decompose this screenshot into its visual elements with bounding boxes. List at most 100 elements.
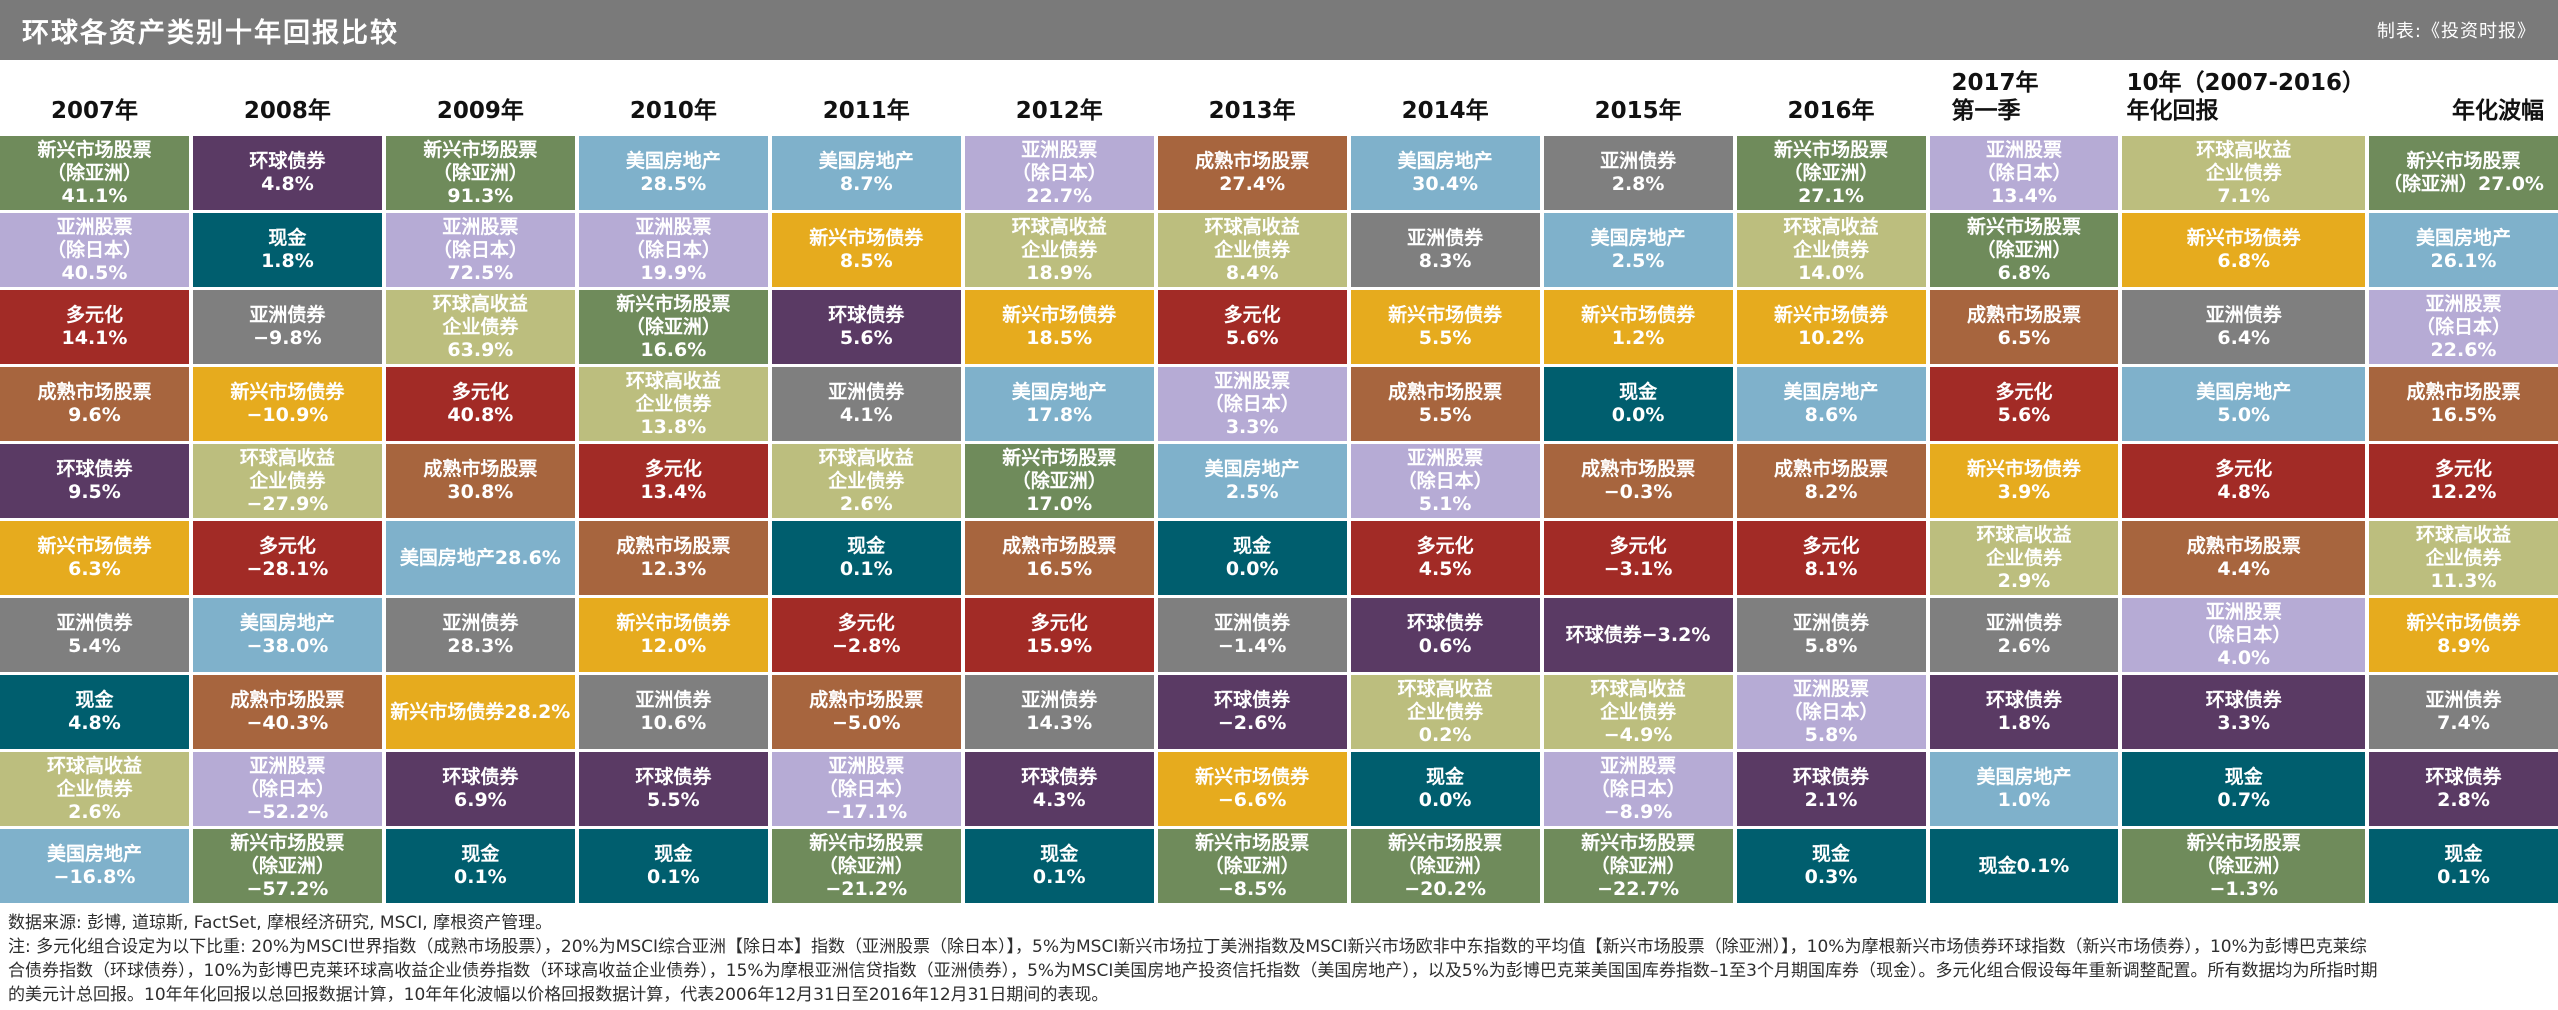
year-column: 2009年 新兴市场股票 （除亚洲） 91.3% 亚洲股票 （除日本） 72.5% 环球高收益… — [385, 60, 575, 903]
asset-cell-dm_equity: 成熟市场股票 −40.3% — [192, 675, 382, 749]
asset-cell-global_bonds: 环球债券 4.3% — [964, 752, 1154, 826]
asset-cell-em_debt: 新兴市场债券 6.8% — [2122, 213, 2366, 287]
asset-cell-em_debt: 新兴市场债券 6.3% — [0, 521, 189, 595]
asset-cell-global_high_yield: 环球高收益 企业债券 2.6% — [771, 444, 961, 518]
asset-cell-asian_bonds: 亚洲债券 14.3% — [964, 675, 1154, 749]
year-column: 年化波幅 新兴市场股票 （除亚洲）27.0% 美国房地产 26.1% 亚洲股票 （除日本） 2… — [2369, 60, 2558, 903]
year-column: 2008年 环球债券 4.8% 现金 1.8% 亚洲债券 −9.8% 新兴市场债券 −10.9%… — [192, 60, 382, 903]
asset-cell-global_bonds: 环球债券 9.5% — [0, 444, 189, 518]
asset-cell-diversified: 多元化 4.8% — [2122, 444, 2366, 518]
asset-cell-global_bonds: 环球债券 2.8% — [2369, 752, 2558, 826]
column-header: 2012年 — [1015, 98, 1103, 124]
year-column: 2007年 新兴市场股票 （除亚洲） 41.1% 亚洲股票 （除日本） 40.5% 多元化 14… — [0, 60, 189, 903]
asset-cell-em_debt: 新兴市场债券28.2% — [385, 675, 575, 749]
asset-cell-us_real_estate: 美国房地产 8.7% — [771, 136, 961, 210]
page-title: 环球各资产类别十年回报比较 — [22, 17, 399, 49]
asset-cell-global_bonds: 环球债券 3.3% — [2122, 675, 2366, 749]
asset-cell-diversified: 多元化 8.1% — [1736, 521, 1926, 595]
asset-cell-us_real_estate: 美国房地产28.6% — [385, 521, 575, 595]
asset-cell-em_equity_ex_asia: 新兴市场股票 （除亚洲） −22.7% — [1543, 829, 1733, 903]
asset-cell-asian_bonds: 亚洲债券 10.6% — [578, 675, 768, 749]
asset-cell-em_equity_ex_asia: 新兴市场股票 （除亚洲） 16.6% — [578, 290, 768, 364]
asset-cell-em_equity_ex_asia: 新兴市场股票 （除亚洲） 41.1% — [0, 136, 189, 210]
asset-cell-asian_bonds: 亚洲债券 6.4% — [2122, 290, 2366, 364]
column-header: 2009年 — [436, 98, 524, 124]
year-column: 2017年 第一季 亚洲股票 （除日本） 13.4% 新兴市场股票 （除亚洲） 6.8% 成熟市… — [1929, 60, 2119, 903]
asset-cell-asian_bonds: 亚洲债券 4.1% — [771, 367, 961, 441]
asset-cell-us_real_estate: 美国房地产 −38.0% — [192, 598, 382, 672]
asset-cell-dm_equity: 成熟市场股票 16.5% — [2369, 367, 2558, 441]
asset-cell-us_real_estate: 美国房地产 28.5% — [578, 136, 768, 210]
asset-cell-global_high_yield: 环球高收益 企业债券 18.9% — [964, 213, 1154, 287]
asset-cell-global_high_yield: 环球高收益 企业债券 −4.9% — [1543, 675, 1733, 749]
asset-cell-diversified: 多元化 4.5% — [1350, 521, 1540, 595]
asset-cell-em_debt: 新兴市场债券 3.9% — [1929, 444, 2119, 518]
asset-cell-cash: 现金 0.7% — [2122, 752, 2366, 826]
asset-cell-global_bonds: 环球债券−3.2% — [1543, 598, 1733, 672]
year-column: 2012年 亚洲股票 （除日本） 22.7% 环球高收益 企业债券 18.9% 新兴市场债券 1… — [964, 60, 1154, 903]
asset-cell-cash: 现金 0.3% — [1736, 829, 1926, 903]
footnote-line: 注: 多元化组合设定为以下比重: 20%为MSCI世界指数（成熟市场股票），20… — [8, 937, 2367, 957]
asset-cell-asia_equity_ex_japan: 亚洲股票 （除日本） 5.1% — [1350, 444, 1540, 518]
asset-cell-dm_equity: 成熟市场股票 30.8% — [385, 444, 575, 518]
column-header: 2015年 — [1594, 98, 1682, 124]
asset-cell-global_bonds: 环球债券 −2.6% — [1157, 675, 1347, 749]
column-header: 2007年 — [50, 98, 138, 124]
asset-cell-global_high_yield: 环球高收益 企业债券 13.8% — [578, 367, 768, 441]
column-header: 2017年 第一季 — [1951, 70, 2039, 124]
asset-cell-asia_equity_ex_japan: 亚洲股票 （除日本） 22.6% — [2369, 290, 2558, 364]
asset-cell-asian_bonds: 亚洲债券 2.6% — [1929, 598, 2119, 672]
asset-cell-asia_equity_ex_japan: 亚洲股票 （除日本） 13.4% — [1929, 136, 2119, 210]
column-header: 2014年 — [1401, 98, 1489, 124]
asset-cell-us_real_estate: 美国房地产 26.1% — [2369, 213, 2558, 287]
asset-cell-dm_equity: 成熟市场股票 12.3% — [578, 521, 768, 595]
asset-cell-cash: 现金 4.8% — [0, 675, 189, 749]
asset-cell-us_real_estate: 美国房地产 1.0% — [1929, 752, 2119, 826]
asset-cell-asian_bonds: 亚洲债券 8.3% — [1350, 213, 1540, 287]
asset-cell-global_high_yield: 环球高收益 企业债券 0.2% — [1350, 675, 1540, 749]
asset-cell-global_high_yield: 环球高收益 企业债券 8.4% — [1157, 213, 1347, 287]
asset-cell-global_high_yield: 环球高收益 企业债券 63.9% — [385, 290, 575, 364]
column-header: 2008年 — [243, 98, 331, 124]
asset-cell-dm_equity: 成熟市场股票 27.4% — [1157, 136, 1347, 210]
asset-cell-em_equity_ex_asia: 新兴市场股票 （除亚洲） −1.3% — [2122, 829, 2366, 903]
asset-cell-dm_equity: 成熟市场股票 6.5% — [1929, 290, 2119, 364]
asset-cell-cash: 现金 1.8% — [192, 213, 382, 287]
asset-cell-global_high_yield: 环球高收益 企业债券 2.9% — [1929, 521, 2119, 595]
credit-label: 制表:《投资时报》 — [2376, 21, 2536, 42]
column-header: 10年（2007-2016） 年化回报 — [2126, 70, 2366, 124]
asset-cell-asia_equity_ex_japan: 亚洲股票 （除日本） 3.3% — [1157, 367, 1347, 441]
asset-cell-em_debt: 新兴市场债券 8.5% — [771, 213, 961, 287]
asset-cell-dm_equity: 成熟市场股票 5.5% — [1350, 367, 1540, 441]
asset-cell-em_equity_ex_asia: 新兴市场股票 （除亚洲）27.0% — [2369, 136, 2558, 210]
column-header: 2016年 — [1787, 98, 1875, 124]
asset-cell-em_equity_ex_asia: 新兴市场股票 （除亚洲） 27.1% — [1736, 136, 1926, 210]
asset-cell-diversified: 多元化 40.8% — [385, 367, 575, 441]
asset-cell-asian_bonds: 亚洲债券 2.8% — [1543, 136, 1733, 210]
asset-cell-em_debt: 新兴市场债券 12.0% — [578, 598, 768, 672]
asset-cell-em_debt: 新兴市场债券 −6.6% — [1157, 752, 1347, 826]
asset-cell-em_equity_ex_asia: 新兴市场股票 （除亚洲） −20.2% — [1350, 829, 1540, 903]
column-header: 2010年 — [629, 98, 717, 124]
asset-cell-diversified: 多元化 12.2% — [2369, 444, 2558, 518]
asset-cell-us_real_estate: 美国房地产 −16.8% — [0, 829, 189, 903]
asset-cell-global_bonds: 环球债券 6.9% — [385, 752, 575, 826]
year-column: 2016年 新兴市场股票 （除亚洲） 27.1% 环球高收益 企业债券 14.0% 新兴市场债… — [1736, 60, 1926, 903]
asset-cell-asian_bonds: 亚洲债券 7.4% — [2369, 675, 2558, 749]
asset-cell-dm_equity: 成熟市场股票 −0.3% — [1543, 444, 1733, 518]
asset-cell-em_equity_ex_asia: 新兴市场股票 （除亚洲） 17.0% — [964, 444, 1154, 518]
asset-cell-us_real_estate: 美国房地产 8.6% — [1736, 367, 1926, 441]
asset-cell-asian_bonds: 亚洲债券 5.8% — [1736, 598, 1926, 672]
asset-cell-global_bonds: 环球债券 2.1% — [1736, 752, 1926, 826]
asset-cell-global_bonds: 环球债券 4.8% — [192, 136, 382, 210]
asset-cell-global_bonds: 环球债券 5.5% — [578, 752, 768, 826]
asset-cell-dm_equity: 成熟市场股票 8.2% — [1736, 444, 1926, 518]
asset-cell-global_bonds: 环球债券 1.8% — [1929, 675, 2119, 749]
asset-cell-diversified: 多元化 13.4% — [578, 444, 768, 518]
footnote-line: 数据来源: 彭博, 道琼斯, FactSet, 摩根经济研究, MSCI, 摩根… — [8, 913, 553, 933]
asset-cell-us_real_estate: 美国房地产 30.4% — [1350, 136, 1540, 210]
footnote-line: 的美元计总回报。10年年化回报以总回报数据计算，10年年化波幅以价格回报数据计算… — [8, 985, 1109, 1005]
column-header: 2011年 — [822, 98, 910, 124]
